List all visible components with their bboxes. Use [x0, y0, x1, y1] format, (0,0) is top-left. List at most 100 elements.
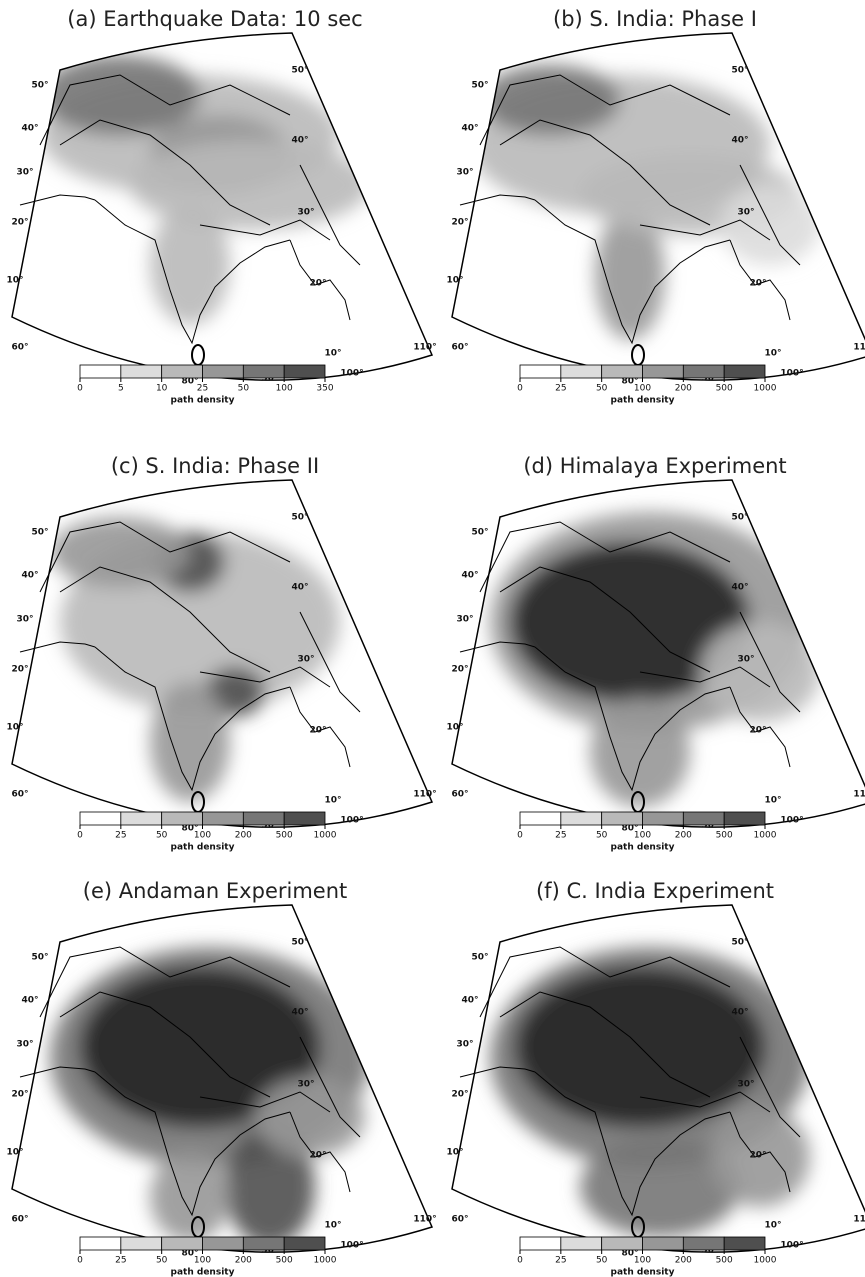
coastline: [534, 1071, 731, 1217]
coastline: [729, 239, 791, 321]
longitude-label: 60°: [11, 790, 28, 800]
colorbar-tick-label: 0: [517, 1256, 523, 1266]
latitude-label: 50°: [31, 953, 48, 963]
map-frame: [451, 32, 865, 381]
colorbar-segment: [202, 1236, 244, 1251]
colorbar-segment: [642, 1236, 684, 1251]
longitude-label: 100°: [340, 369, 363, 379]
longitude-label: 90°: [701, 374, 718, 384]
colorbar-segment: [120, 811, 163, 826]
colorbar-tick-label: 500: [276, 831, 293, 841]
latitude-label: 50°: [31, 528, 48, 538]
longitude-label: 60°: [451, 343, 468, 353]
colorbar-segment: [120, 1236, 163, 1251]
colorbar-segment: [161, 811, 203, 826]
colorbar-tick-label: 200: [675, 831, 692, 841]
colorbar-label: path density: [171, 396, 235, 406]
colorbar-tick-label: 200: [235, 831, 252, 841]
colorbar-segment: [560, 364, 603, 379]
density-field: [40, 55, 370, 325]
colorbar-segment: [519, 1236, 562, 1251]
colorbar-segment: [242, 364, 285, 379]
coastline: [729, 686, 791, 768]
coastline: [299, 611, 361, 713]
map: 50°40°30°20°10°50°40°30°20°10°60°70°80°9…: [446, 904, 865, 1259]
colorbar-segment: [642, 364, 684, 379]
colorbar-segment: [283, 1236, 326, 1251]
colorbar-tick-label: 200: [675, 1256, 692, 1266]
colorbar-tick-label: 50: [596, 831, 608, 841]
latitude-label: 50°: [471, 528, 488, 538]
map-frame: [451, 904, 865, 1253]
colorbar-tick-label: 0: [517, 831, 523, 841]
colorbar-segment: [682, 1236, 725, 1251]
coastline: [94, 646, 291, 792]
colorbar-segment: [79, 1236, 122, 1251]
coastline: [639, 1091, 771, 1113]
map: 50°40°30°20°10°50°40°30°20°10°60°70°80°9…: [446, 32, 865, 387]
colorbar-segment: [519, 811, 562, 826]
latitude-label: 50°: [731, 513, 748, 523]
map-frame: [11, 904, 434, 1253]
panel-title: (e) Andaman Experiment: [83, 879, 348, 903]
latitude-label: 20°: [309, 279, 326, 289]
colorbar-tick-label: 25: [555, 1256, 566, 1266]
latitude-label: 30°: [16, 615, 33, 625]
coastline: [299, 164, 361, 266]
latitude-label: 30°: [456, 1040, 473, 1050]
latitude-label: 50°: [731, 938, 748, 948]
latitude-label: 30°: [737, 208, 754, 218]
latitude-label: 30°: [737, 1080, 754, 1090]
latitude-label: 40°: [731, 583, 748, 593]
colorbar-tick-label: 50: [156, 831, 168, 841]
colorbar-tick-label: 25: [115, 1256, 126, 1266]
latitude-label: 40°: [291, 1008, 308, 1018]
latitude-label: 10°: [324, 1221, 341, 1231]
longitude-label: 110°: [853, 790, 865, 800]
latitude-label: 20°: [451, 665, 468, 675]
colorbar-segment: [560, 1236, 603, 1251]
latitude-label: 30°: [456, 168, 473, 178]
colorbar-segment: [202, 811, 244, 826]
latitude-label: 10°: [6, 276, 23, 286]
latitude-label: 40°: [731, 136, 748, 146]
coastline: [39, 74, 291, 146]
colorbar-tick-label: 0: [77, 384, 83, 394]
colorbar-tick-label: 100: [276, 384, 293, 394]
colorbar-tick-label: 100: [634, 831, 651, 841]
coastline: [59, 119, 271, 226]
coastline: [19, 641, 96, 653]
colorbar-tick-label: 50: [596, 384, 608, 394]
latitude-label: 30°: [456, 615, 473, 625]
longitude-label: 80°: [181, 1249, 198, 1259]
latitude-label: 40°: [291, 583, 308, 593]
colorbar-tick-label: 100: [194, 831, 211, 841]
panel: (b) S. India: Phase I 50° 40° 30° 20° 10° 50° 4…: [446, 7, 865, 406]
colorbar-segment: [283, 364, 326, 379]
coastline: [39, 946, 291, 1018]
longitude-label: 60°: [11, 343, 28, 353]
longitude-label: 100°: [780, 816, 803, 826]
colorbar-segment: [242, 1236, 285, 1251]
panel-title: (c) S. India: Phase II: [111, 454, 319, 478]
latitude-label: 20°: [749, 279, 766, 289]
latitude-label: 50°: [291, 66, 308, 76]
colorbar-tick-label: 100: [634, 1256, 651, 1266]
longitude-label: 60°: [11, 1215, 28, 1225]
latitude-label: 10°: [764, 796, 781, 806]
colorbar-tick-label: 50: [156, 1256, 168, 1266]
panel: (a) Earthquake Data: 10 sec 50° 40° 30° 20° 1…: [6, 7, 436, 406]
map: 50°40°30°20°10°50°40°30°20°10°60°70°80°9…: [446, 479, 865, 834]
colorbar-segment: [161, 364, 203, 379]
coastline: [534, 646, 731, 792]
density-blob: [700, 622, 820, 722]
latitude-label: 30°: [297, 655, 314, 665]
longitude-label: 90°: [701, 1246, 718, 1256]
colorbar-segment: [79, 811, 122, 826]
longitude-label: 100°: [340, 1241, 363, 1251]
density-blob: [255, 1077, 365, 1157]
colorbar-tick-label: 0: [77, 831, 83, 841]
coastline: [459, 194, 536, 206]
colorbar-segment: [242, 811, 285, 826]
latitude-label: 10°: [446, 723, 463, 733]
